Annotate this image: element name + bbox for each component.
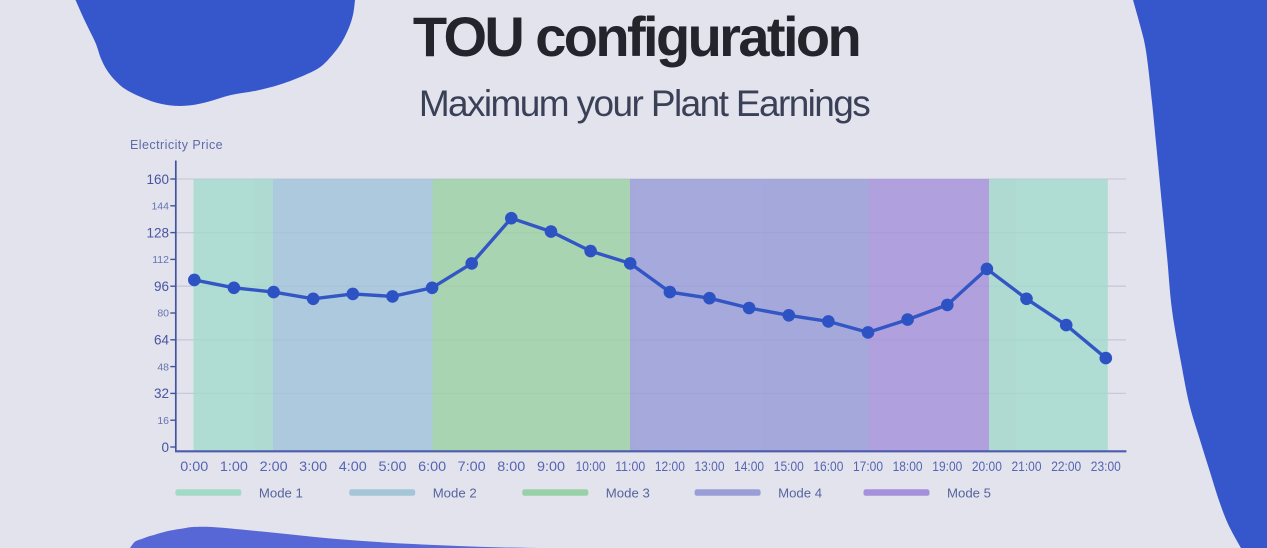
svg-text:0:00: 0:00 <box>180 458 208 474</box>
svg-text:5:00: 5:00 <box>379 458 407 474</box>
svg-text:12:00: 12:00 <box>655 458 685 474</box>
svg-text:18:00: 18:00 <box>893 458 923 474</box>
svg-text:13:00: 13:00 <box>695 458 725 474</box>
svg-text:48: 48 <box>157 361 169 373</box>
svg-text:23:00: 23:00 <box>1091 458 1121 474</box>
svg-text:32: 32 <box>154 386 169 401</box>
svg-text:19:00: 19:00 <box>932 458 962 474</box>
svg-text:20:00: 20:00 <box>972 458 1002 474</box>
svg-text:160: 160 <box>146 172 169 187</box>
svg-text:22:00: 22:00 <box>1051 458 1081 474</box>
svg-text:64: 64 <box>154 333 170 348</box>
svg-text:16:00: 16:00 <box>813 458 843 474</box>
svg-text:128: 128 <box>146 225 169 240</box>
svg-text:11:00: 11:00 <box>615 458 645 474</box>
svg-text:9:00: 9:00 <box>537 458 565 474</box>
svg-text:7:00: 7:00 <box>458 458 486 474</box>
svg-text:6:00: 6:00 <box>418 458 446 474</box>
svg-text:Mode 5: Mode 5 <box>947 486 991 501</box>
svg-text:1:00: 1:00 <box>220 458 248 474</box>
svg-text:Mode 3: Mode 3 <box>606 486 650 501</box>
svg-text:16: 16 <box>157 415 169 427</box>
svg-text:80: 80 <box>157 308 169 320</box>
svg-text:10:00: 10:00 <box>576 458 606 474</box>
svg-text:Mode 1: Mode 1 <box>259 486 303 501</box>
svg-text:15:00: 15:00 <box>774 458 804 474</box>
svg-text:3:00: 3:00 <box>299 458 327 474</box>
svg-text:0: 0 <box>161 440 169 455</box>
svg-text:Mode 2: Mode 2 <box>433 486 477 501</box>
svg-text:2:00: 2:00 <box>260 458 288 474</box>
svg-text:144: 144 <box>151 201 169 213</box>
svg-text:17:00: 17:00 <box>853 458 883 474</box>
svg-text:21:00: 21:00 <box>1012 458 1042 474</box>
svg-text:96: 96 <box>154 279 169 294</box>
svg-text:14:00: 14:00 <box>734 458 764 474</box>
svg-text:112: 112 <box>152 254 169 266</box>
svg-text:4:00: 4:00 <box>339 458 367 474</box>
svg-text:Electricity Price: Electricity Price <box>130 138 223 152</box>
svg-text:Mode 4: Mode 4 <box>778 486 822 501</box>
svg-text:8:00: 8:00 <box>497 458 525 474</box>
